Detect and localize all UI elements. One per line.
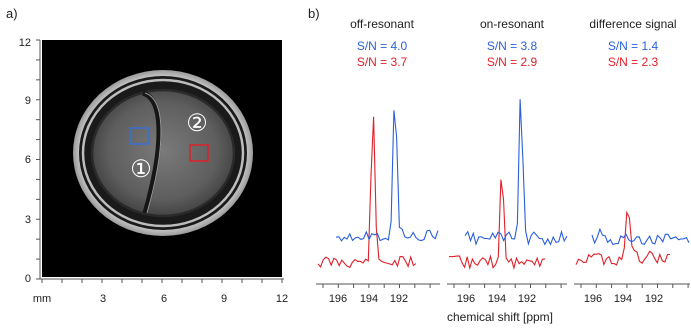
marker-1: ① xyxy=(130,156,152,183)
red-spectrum-line xyxy=(317,116,417,269)
red-spectrum-line xyxy=(575,210,670,267)
snr-red: S/N = 2.9 xyxy=(487,55,538,69)
y-tick-label: 6 xyxy=(25,154,31,166)
spectrum-on-resonant: on-resonant S/N = 3.8 S/N = 2.9 196 194 … xyxy=(447,17,568,305)
snr-blue: S/N = 1.4 xyxy=(608,39,659,53)
divider-highlight xyxy=(144,92,162,214)
x-tick-marks xyxy=(41,279,283,283)
panel-a-axes: 12 9 6 3 0 mm 3 6 9 12 xyxy=(19,37,288,305)
snr-blue: S/N = 3.8 xyxy=(487,39,538,53)
spectrum-tick-label: 192 xyxy=(390,293,408,305)
spectrum-tick-label: 196 xyxy=(457,293,475,305)
mri-image: ① ② xyxy=(42,40,282,277)
y-tick-label: 0 xyxy=(25,273,31,285)
spectrum-off-resonant: off-resonant S/N = 4.0 S/N = 3.7 196 194… xyxy=(316,17,440,305)
y-tick-label: 3 xyxy=(25,214,31,226)
snr-red: S/N = 2.3 xyxy=(608,55,659,69)
marker-2: ② xyxy=(186,110,208,137)
spectrum-tick-label: 194 xyxy=(488,293,506,305)
spectrum-tick-label: 196 xyxy=(584,293,602,305)
snr-blue: S/N = 4.0 xyxy=(357,39,408,53)
x-tick-label: mm xyxy=(33,293,51,305)
inner-tube-wall xyxy=(81,78,245,228)
roi-box-1 xyxy=(130,127,150,145)
spectrum-title: difference signal xyxy=(589,17,676,31)
spectrum-title: on-resonant xyxy=(480,17,545,31)
spectrum-title: off-resonant xyxy=(350,17,414,31)
blue-spectrum-line xyxy=(335,110,439,242)
panel-b-label: b) xyxy=(308,6,320,21)
spectrum-tick-marks xyxy=(453,284,562,288)
spectrum-tick-marks xyxy=(580,284,689,288)
y-tick-label: 9 xyxy=(25,95,31,107)
spectrum-tick-label: 194 xyxy=(360,293,378,305)
red-spectrum-line xyxy=(448,179,546,271)
y-tick-marks xyxy=(36,39,40,280)
spectrum-tick-marks xyxy=(322,284,431,288)
x-tick-label: 12 xyxy=(276,293,288,305)
spectrum-tick-label: 196 xyxy=(329,293,347,305)
roi-box-2 xyxy=(189,144,209,162)
blue-spectrum-line xyxy=(464,99,568,246)
snr-red: S/N = 3.7 xyxy=(357,55,408,69)
spectrum-tick-label: 192 xyxy=(518,293,536,305)
blue-spectrum-line xyxy=(591,227,690,246)
x-axis-label: chemical shift [ppm] xyxy=(447,310,553,324)
spectrum-tick-label: 192 xyxy=(645,293,663,305)
x-tick-label: 6 xyxy=(161,293,167,305)
spectrum-difference: difference signal S/N = 1.4 S/N = 2.3 19… xyxy=(574,17,690,305)
x-tick-label: 9 xyxy=(221,293,227,305)
compartment-divider xyxy=(141,90,162,214)
x-tick-label: 3 xyxy=(100,293,106,305)
phantom-body xyxy=(92,90,234,216)
panel-a-label: a) xyxy=(6,6,18,21)
y-tick-label: 12 xyxy=(19,37,31,49)
spectrum-tick-label: 194 xyxy=(614,293,632,305)
phantom-edge xyxy=(90,88,236,218)
